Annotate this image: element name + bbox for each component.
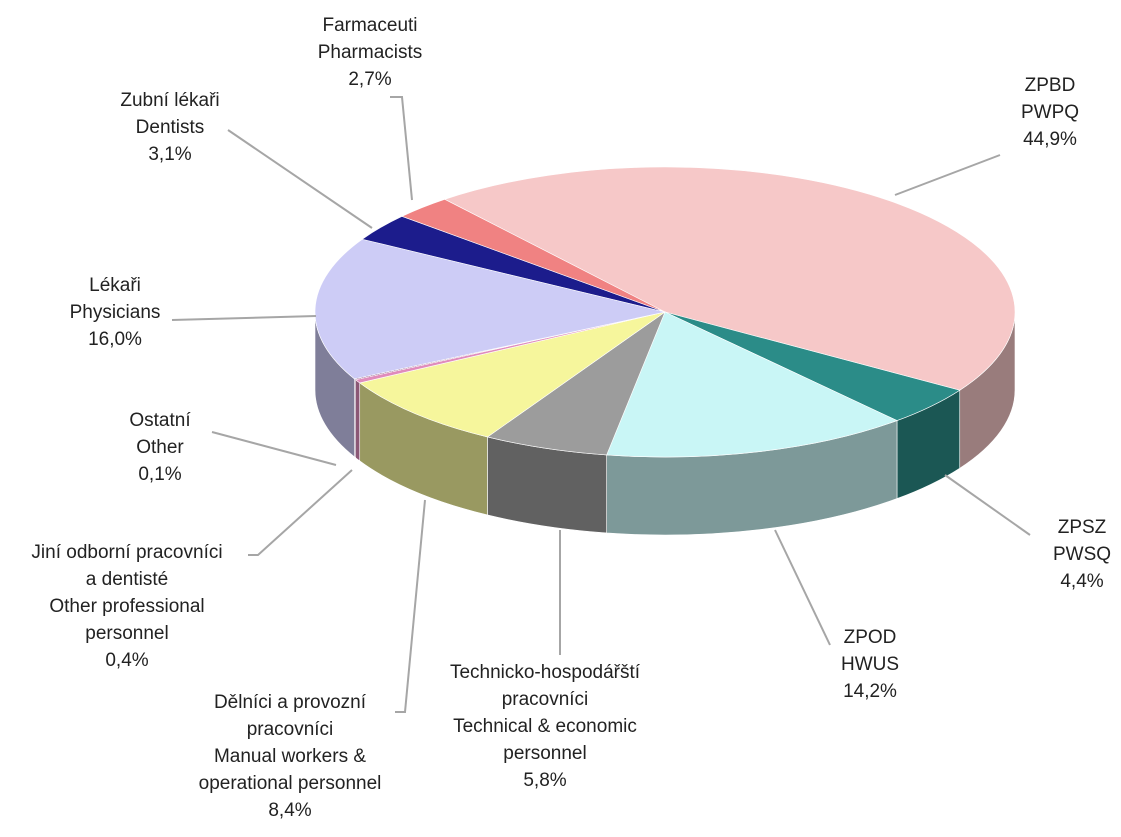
leader-line — [390, 96, 413, 201]
category-label: Lékaři Physicians — [69, 275, 161, 323]
slice-label: Farmaceuti Pharmacists 2,7% — [230, 12, 510, 93]
category-label: Zubní lékaři Dentists — [120, 90, 220, 138]
category-label: Technicko-hospodářští pracovníci Technic… — [449, 662, 641, 764]
slice-label: Technicko-hospodářští pracovníci Technic… — [405, 659, 685, 794]
leader-line — [211, 431, 337, 466]
slice-label: Lékaři Physicians 16,0% — [0, 272, 255, 353]
value-label: 16,0% — [88, 329, 142, 350]
value-label: 14,2% — [843, 681, 897, 702]
category-label: Ostatní Other — [129, 410, 191, 458]
value-label: 0,1% — [138, 464, 182, 485]
category-label: Dělníci a provozní pracovníci Manual wor… — [198, 692, 382, 794]
slice-label: ZPSZ PWSQ 4,4% — [942, 514, 1121, 595]
slice — [486, 311, 666, 456]
category-label: ZPSZ PWSQ — [1052, 517, 1112, 565]
slice — [314, 238, 666, 380]
category-label: ZPOD HWUS — [840, 627, 900, 675]
slice — [606, 311, 898, 458]
value-label: 8,4% — [268, 800, 312, 821]
slice-label: Dělníci a provozní pracovníci Manual wor… — [150, 689, 430, 824]
slice-label: Zubní lékaři Dentists 3,1% — [30, 87, 310, 168]
category-label: ZPBD PWPQ — [1020, 75, 1080, 123]
slice-label: ZPBD PWPQ 44,9% — [910, 72, 1121, 153]
value-label: 44,9% — [1023, 129, 1077, 150]
value-label: 4,4% — [1060, 571, 1104, 592]
category-label: Jiní odborní pracovníci a dentisté Other… — [31, 542, 223, 644]
category-label: Farmaceuti Pharmacists — [317, 15, 423, 63]
slice — [443, 166, 1016, 391]
leader-line — [774, 529, 831, 646]
leader-line — [248, 469, 353, 556]
slice-label: ZPOD HWUS 14,2% — [730, 624, 1010, 705]
value-label: 2,7% — [348, 69, 392, 90]
slice-side — [355, 379, 361, 462]
value-label: 0,4% — [105, 650, 149, 671]
leader-line — [227, 129, 373, 229]
slice-label: Ostatní Other 0,1% — [20, 407, 300, 488]
value-label: 5,8% — [523, 770, 567, 791]
leader-line — [395, 499, 426, 713]
slice — [359, 311, 666, 438]
slice-label: Jiní odborní pracovníci a dentisté Other… — [0, 539, 267, 674]
leader-line — [944, 474, 1031, 536]
leader-line — [894, 154, 1001, 196]
slice — [401, 198, 666, 313]
leader-line — [171, 315, 317, 321]
value-label: 3,1% — [148, 144, 192, 165]
